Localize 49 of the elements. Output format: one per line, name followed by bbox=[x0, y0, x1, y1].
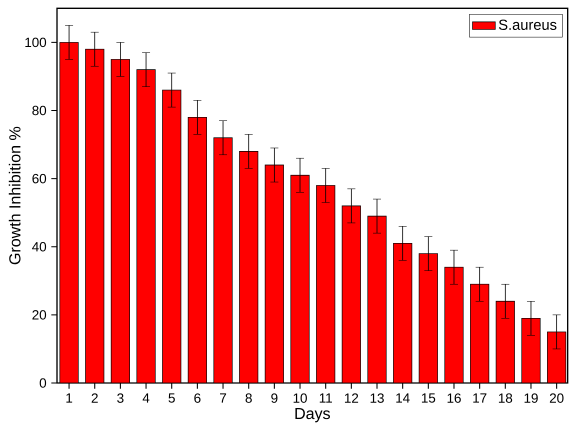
x-tick-label: 3 bbox=[117, 393, 124, 403]
bar bbox=[444, 267, 464, 383]
bar bbox=[188, 117, 207, 383]
x-tick-label: 7 bbox=[220, 393, 226, 403]
bar bbox=[470, 284, 489, 383]
x-tick-label: 10 bbox=[294, 393, 307, 403]
bar bbox=[419, 254, 438, 383]
x-tick-label: 13 bbox=[370, 393, 384, 403]
bar bbox=[316, 185, 335, 383]
y-tick-label: 100 bbox=[25, 38, 46, 48]
x-tick-label: 11 bbox=[320, 393, 332, 403]
bar bbox=[393, 243, 412, 383]
bar bbox=[342, 206, 361, 383]
y-tick-label: 20 bbox=[32, 310, 46, 320]
x-tick-label: 16 bbox=[448, 393, 461, 403]
bar bbox=[111, 59, 130, 383]
y-tick-label: 0 bbox=[40, 378, 46, 388]
bar bbox=[368, 216, 386, 383]
bar bbox=[60, 42, 78, 383]
legend-label: S.aureus bbox=[498, 20, 556, 30]
x-tick-label: 4 bbox=[142, 393, 150, 403]
y-axis-title: Growth Inhibition % bbox=[8, 126, 21, 264]
y-tick-label: 40 bbox=[32, 242, 46, 252]
y-tick-label: 60 bbox=[32, 174, 46, 184]
bar bbox=[239, 151, 258, 383]
x-tick-label: 9 bbox=[271, 393, 278, 403]
x-axis-title: Days bbox=[295, 408, 330, 422]
bar bbox=[162, 90, 181, 383]
x-tick-label: 8 bbox=[246, 393, 252, 403]
x-tick-label: 1 bbox=[66, 393, 72, 403]
bar bbox=[214, 138, 232, 383]
x-tick-label: 14 bbox=[396, 393, 410, 403]
bar bbox=[522, 318, 540, 383]
x-tick-label: 17 bbox=[473, 393, 486, 403]
x-tick-label: 6 bbox=[194, 393, 201, 403]
bar bbox=[496, 301, 515, 383]
x-tick-label: 18 bbox=[498, 393, 512, 403]
x-tick-label: 2 bbox=[92, 393, 98, 403]
bar bbox=[136, 70, 156, 383]
x-tick-label: 20 bbox=[550, 393, 564, 403]
x-tick-label: 12 bbox=[344, 393, 358, 403]
bar bbox=[290, 175, 310, 383]
x-tick-label: 15 bbox=[422, 393, 436, 403]
x-tick-label: 19 bbox=[524, 393, 538, 403]
bar bbox=[547, 332, 566, 383]
x-tick-label: 5 bbox=[168, 393, 175, 403]
bar bbox=[85, 49, 104, 383]
y-tick-label: 80 bbox=[32, 106, 46, 116]
bar bbox=[265, 165, 284, 383]
